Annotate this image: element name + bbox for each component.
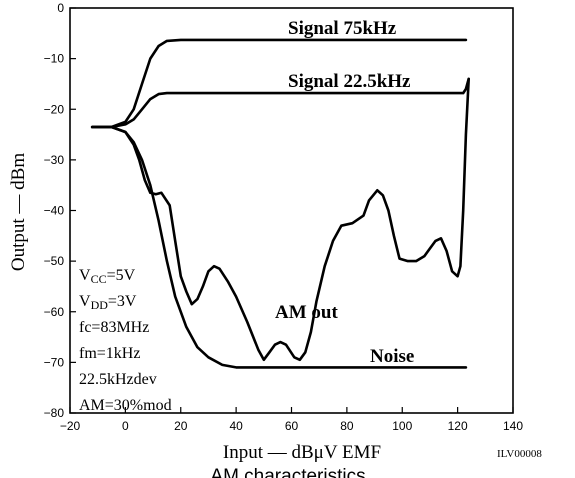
series-label-noise: Noise	[370, 346, 414, 367]
y-tick-label: −50	[44, 254, 65, 268]
series-line-signal-75khz	[90, 38, 468, 129]
x-tick-label: 0	[122, 419, 129, 433]
y-axis-ticks: 0 −10 −20 −30 −40 −50 −60 −70 −80	[44, 1, 76, 420]
x-axis-title: Input — dBμV EMF	[223, 442, 381, 463]
x-axis-ticks: −20 0 20 40 60 80 100 120 140	[60, 407, 523, 433]
chart-caption: AM characteristics	[210, 466, 365, 478]
condition-vdd: VDD=3V	[79, 293, 137, 312]
y-tick-label: −80	[44, 406, 65, 420]
y-tick-label: −60	[44, 305, 65, 319]
x-tick-label: 80	[340, 419, 354, 433]
y-tick-label: −30	[44, 153, 65, 167]
x-tick-label: 40	[229, 419, 243, 433]
y-tick-label: −20	[44, 102, 65, 116]
series-line-am-out	[90, 77, 470, 362]
series-lines	[90, 38, 470, 369]
series-line-noise	[90, 125, 468, 369]
y-tick-label: −70	[44, 355, 65, 369]
series-line-signal-22-5khz	[90, 77, 470, 129]
y-tick-label: −40	[44, 204, 65, 218]
series-label-signal-75khz: Signal 75kHz	[288, 18, 397, 39]
series-label-signal-22-5khz: Signal 22.5kHz	[288, 71, 411, 92]
x-tick-label: 120	[448, 419, 468, 433]
figure-code: ILV00008	[497, 448, 542, 460]
x-tick-label: 100	[392, 419, 412, 433]
condition-fm: fm=1kHz	[79, 345, 140, 362]
conditions-annotation: VCC=5V VDD=3V fc=83MHz fm=1kHz 22.5kHzde…	[79, 267, 172, 414]
condition-deviation: 22.5kHzdev	[79, 371, 157, 388]
series-label-am-out: AM out	[275, 302, 338, 323]
x-tick-label: −20	[60, 419, 81, 433]
y-tick-label: 0	[57, 1, 64, 15]
condition-fc: fc=83MHz	[79, 319, 149, 336]
y-axis-title: Output — dBm	[8, 153, 29, 271]
x-tick-label: 20	[174, 419, 188, 433]
x-tick-label: 140	[503, 419, 523, 433]
condition-am-mod: AM=30%mod	[79, 397, 172, 414]
x-tick-label: 60	[285, 419, 299, 433]
condition-vcc: VCC=5V	[79, 267, 136, 286]
y-tick-label: −10	[44, 52, 65, 66]
